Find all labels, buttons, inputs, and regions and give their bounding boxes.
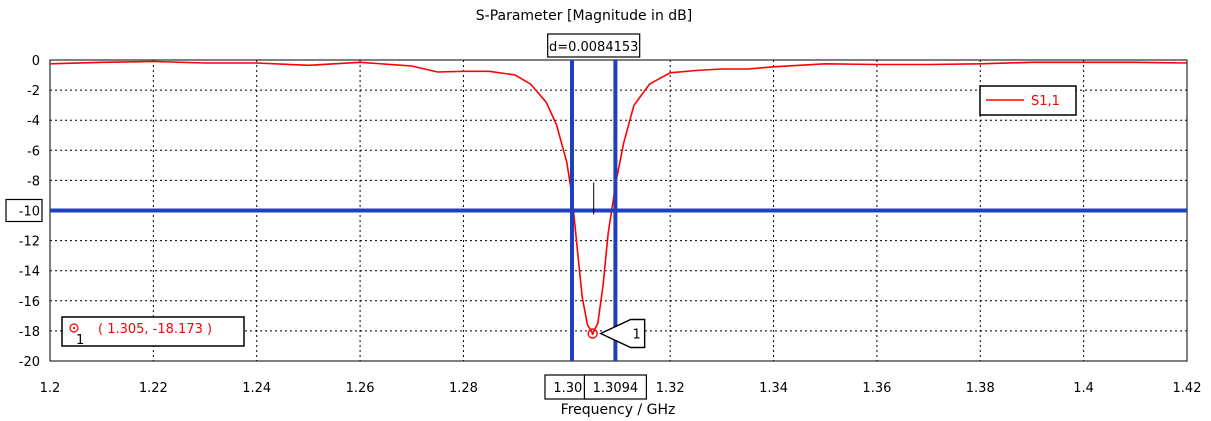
legend: S1,1 (979, 85, 1077, 116)
point-callout-label: 1 (633, 328, 641, 343)
x-tick-label: 1.4 (1073, 381, 1094, 396)
y-tick-label: -10 (19, 205, 40, 220)
y-tick-label: 0 (32, 54, 40, 69)
point-marker-dot (591, 332, 594, 335)
point-readout-id: 1 (76, 333, 84, 348)
x-marker-label: 1.3094 (593, 381, 639, 396)
y-tick-label: -12 (19, 235, 40, 250)
y-tick-label: -6 (27, 144, 40, 159)
legend-label: S1,1 (1031, 94, 1060, 109)
x-axis-label: Frequency / GHz (561, 402, 676, 418)
y-tick-label: -18 (19, 325, 40, 340)
x-tick-label: 1.28 (449, 381, 478, 396)
x-tick-label: 1.2 (40, 381, 61, 396)
y-tick-label: -4 (27, 114, 40, 129)
x-tick-label: 1.38 (966, 381, 995, 396)
delta-label: d=0.0084153 (549, 40, 638, 55)
x-tick-label: 1.26 (346, 381, 375, 396)
y-tick-label: -2 (27, 84, 40, 99)
x-tick-label: 1.24 (242, 381, 271, 396)
point-readout-marker-icon (69, 323, 79, 333)
x-tick-label: 1.34 (759, 381, 788, 396)
x-tick-label: 1.22 (139, 381, 168, 396)
x-marker-label-box (583, 374, 647, 400)
y-marker-label-box (5, 198, 43, 223)
axis-ticks: 0 -2 -4 -6 -8 -10 -12 -14 -16 -18 -201.2 1.22 1.24 1.… (5, 54, 1202, 396)
x-tick-label: 1.32 (656, 381, 685, 396)
y-tick-label: -14 (19, 265, 40, 280)
series-layer (49, 60, 1188, 336)
x-tick-label: 1.42 (1173, 381, 1202, 396)
y-tick-label: -16 (19, 295, 40, 310)
marker-layer: 1.301 1.3094 d=0.0084153 1 (50, 33, 1187, 400)
chart-title: S-Parameter [Magnitude in dB] (476, 8, 692, 24)
series-line-s11 (49, 60, 1188, 336)
y-tick-label: -8 (27, 174, 40, 189)
point-marker (587, 328, 598, 339)
x-tick-label: 1.36 (862, 381, 891, 396)
point-readout-box: 1 ( 1.305, -18.173 ) (61, 316, 245, 348)
point-callout (599, 318, 646, 349)
x-marker-label: 1.301 (553, 381, 590, 396)
point-readout-text: ( 1.305, -18.173 ) (98, 322, 212, 337)
y-tick-label: -20 (19, 355, 40, 370)
delta-label-box (547, 33, 641, 58)
